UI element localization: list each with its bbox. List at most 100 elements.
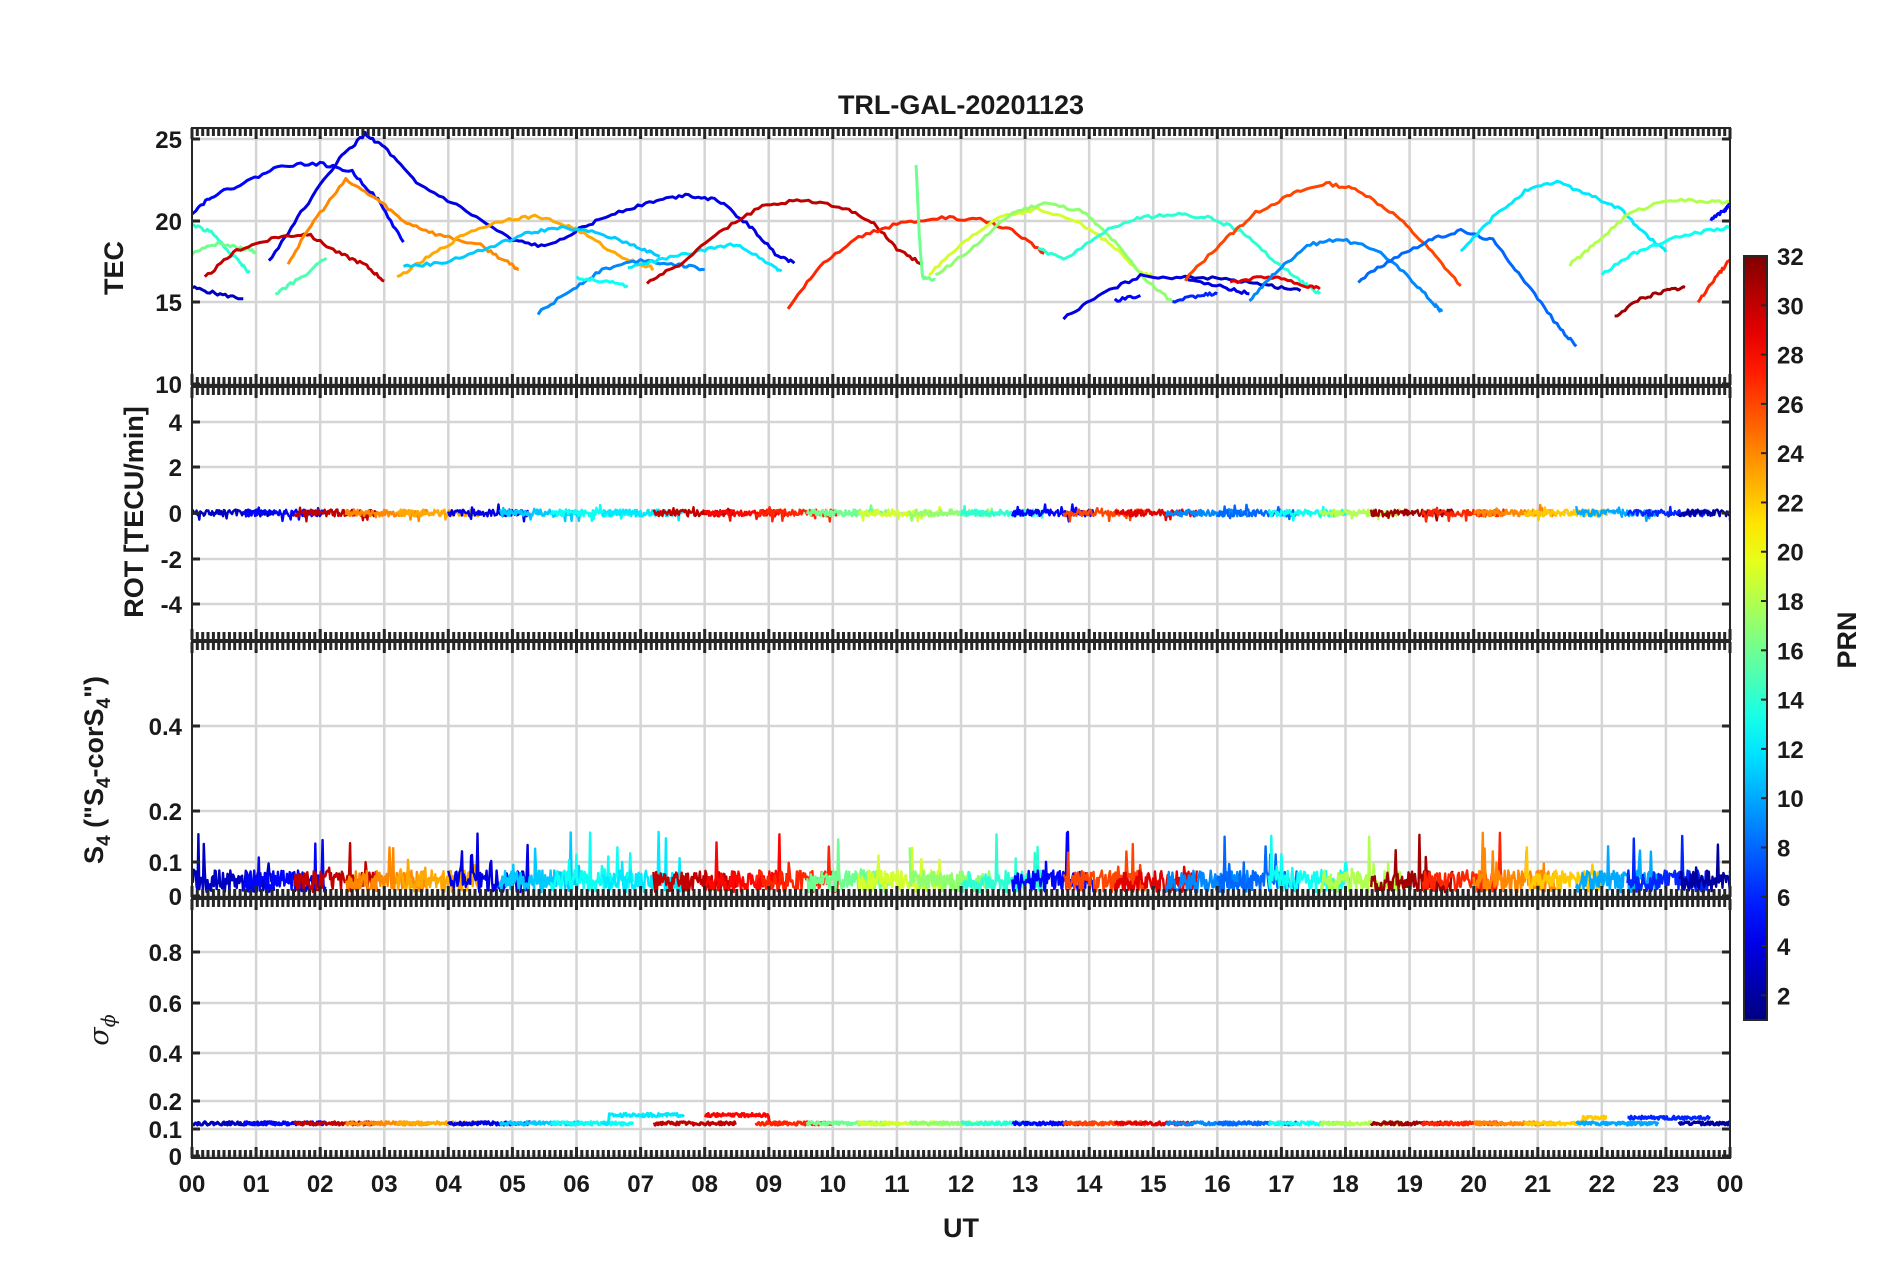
s4-trace-prn-9 xyxy=(1164,857,1250,894)
x-tick-label: 18 xyxy=(1332,1171,1359,1198)
s4-trace-prn-19 xyxy=(857,846,942,894)
y-tick-label-tec: 15 xyxy=(155,290,182,317)
colorbar-tick-label: 4 xyxy=(1777,934,1791,961)
data-tec xyxy=(192,130,1730,348)
tec-series-prn-29 xyxy=(1229,275,1321,291)
rot-trace-prn-30 xyxy=(293,506,378,523)
y-tick-label-sigma: 0 xyxy=(169,1144,182,1171)
y-tick-label-sigma: 0.1 xyxy=(149,1117,182,1144)
tec-series-prn-16 xyxy=(914,164,936,282)
panel-s4: 00.10.20.4S4 ("S4-corS4") xyxy=(79,641,1732,911)
y-axis-label-part: S xyxy=(79,846,109,864)
tec-series-prn-6 xyxy=(1172,291,1218,304)
tec-series-prn-4 xyxy=(1062,273,1250,321)
y-tick-label-sigma: 0.2 xyxy=(149,1089,182,1116)
colorbar-tick-label: 12 xyxy=(1777,737,1804,764)
tec-series-prn-3 xyxy=(192,285,244,301)
y-tick-label-rot: 4 xyxy=(169,410,183,437)
sigma-trace-prn-10 xyxy=(1575,1120,1660,1127)
s4-trace-prn-30 xyxy=(293,841,378,893)
y-tick-label-sigma: 0.6 xyxy=(149,991,182,1018)
colorbar-tick-label: 10 xyxy=(1777,786,1804,813)
colorbar-tick-label: 32 xyxy=(1777,244,1804,271)
x-tick-label: 22 xyxy=(1588,1171,1615,1198)
x-tick-label: 00 xyxy=(179,1171,206,1198)
y-axis-label-sub: ϕ xyxy=(98,1014,120,1027)
rot-trace-prn-24 xyxy=(1473,503,1556,518)
tec-series-prn-24 xyxy=(286,177,520,272)
y-tick-label-s4: 0.4 xyxy=(149,714,183,741)
tec-series-prn-13 xyxy=(1600,224,1730,276)
y-tick-label-rot: 0 xyxy=(169,501,182,528)
y-tick-label-rot: 2 xyxy=(169,455,182,482)
tec-series-prn-26 xyxy=(1184,180,1462,287)
colorbar-tick-label: 18 xyxy=(1777,589,1804,616)
y-axis-label-s4: S4 ("S4-corS4") xyxy=(79,676,115,864)
x-tick-label: 02 xyxy=(307,1171,334,1198)
x-tick-label: 06 xyxy=(563,1171,590,1198)
colorbar-tick-label: 24 xyxy=(1777,441,1804,468)
x-tick-label: 20 xyxy=(1460,1171,1487,1198)
s4-trace-prn-10 xyxy=(1575,845,1660,894)
sigma-trace-prn-13 xyxy=(549,1120,635,1127)
rot-trace-prn-30 xyxy=(652,506,737,518)
tec-series-prn-5 xyxy=(1113,294,1142,303)
colorbar-tick-label: 26 xyxy=(1777,392,1804,419)
y-axis-label-symbol: σ xyxy=(84,1026,115,1046)
s4-trace-prn-12 xyxy=(601,830,686,894)
x-tick-label: 08 xyxy=(691,1171,718,1198)
y-axis-label-rot: ROT [TECU/min] xyxy=(119,406,149,617)
x-tick-label: 21 xyxy=(1524,1171,1551,1198)
y-tick-label-rot: -4 xyxy=(161,592,183,619)
tec-series-prn-27 xyxy=(1696,258,1730,304)
x-axis: 00 01 02 03 04 05 06 07 08 09 10 11 12 13 14 15 16 17 18 19… xyxy=(179,1171,1744,1198)
s4-trace-prn-29 xyxy=(1113,865,1198,894)
tec-series-prn-14 xyxy=(1037,211,1322,295)
panel-tec: 10 15 20 25 TEC xyxy=(99,127,1732,399)
colorbar-tick-label: 8 xyxy=(1777,835,1790,862)
x-tick-label: 12 xyxy=(948,1171,975,1198)
sigma-trace-prn-30 xyxy=(652,1120,737,1127)
y-tick-label-tec: 25 xyxy=(155,127,182,154)
colorbar-tick-label: 16 xyxy=(1777,638,1804,665)
sigma-trace-prn-31 xyxy=(1369,1120,1454,1127)
colorbar-tick-label: 30 xyxy=(1777,293,1804,320)
x-tick-label: 11 xyxy=(884,1171,909,1198)
y-axis-label-part: ") xyxy=(79,676,109,698)
s4-trace-prn-24 xyxy=(1472,831,1557,894)
y-tick-label-sigma: 0.8 xyxy=(149,940,182,967)
x-axis-label: UT xyxy=(943,1213,979,1243)
tec-series-prn-9 xyxy=(536,258,705,316)
tec-series-prn-18 xyxy=(1568,197,1730,267)
y-tick-label-s4: 0 xyxy=(169,884,182,911)
y-axis-label-part: -corS xyxy=(79,708,109,777)
chart-title: TRL-GAL-20201123 xyxy=(838,90,1084,120)
y-axis-label-part: 4 xyxy=(94,835,115,846)
x-tick-label: 00 xyxy=(1717,1171,1744,1198)
x-tick-label: 15 xyxy=(1140,1171,1167,1198)
sigma-trace-prn-22 xyxy=(1523,1114,1608,1127)
tec-series-prn-31 xyxy=(1614,285,1686,318)
colorbar-tick-label: 28 xyxy=(1777,343,1804,370)
x-tick-label: 07 xyxy=(627,1171,654,1198)
tec-series-prn-5 xyxy=(1709,203,1730,222)
x-tick-label: 04 xyxy=(435,1171,462,1198)
s4-trace-prn-5 xyxy=(242,838,327,894)
tec-series-prn-9 xyxy=(1248,238,1444,313)
colorbar-tick-label: 20 xyxy=(1777,540,1804,567)
tec-series-prn-11 xyxy=(403,225,661,269)
y-axis-label-part: 4 xyxy=(94,777,115,788)
tec-series-prn-15 xyxy=(274,257,328,296)
rot-trace-prn-23 xyxy=(396,508,481,521)
data-rot xyxy=(192,503,1730,523)
colorbar-label: PRN xyxy=(1832,611,1862,668)
tec-series-prn-5 xyxy=(192,160,405,243)
y-axis-label-sigma: σϕ xyxy=(84,1014,120,1045)
sigma-trace-prn-2 xyxy=(1677,1120,1730,1127)
colorbar-scale xyxy=(1743,255,1768,1021)
sigma-trace-prn-6 xyxy=(1626,1114,1711,1121)
rot-trace-prn-2 xyxy=(1677,508,1730,522)
s4-trace-prn-6 xyxy=(1626,834,1710,893)
